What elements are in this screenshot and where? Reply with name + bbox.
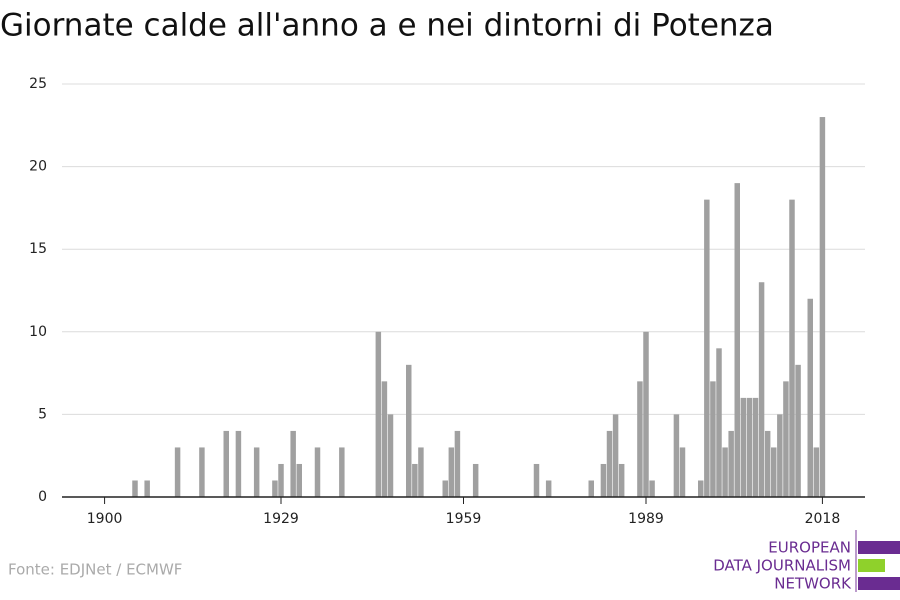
bar bbox=[375, 331, 382, 497]
bar bbox=[606, 430, 613, 497]
bar bbox=[314, 447, 321, 497]
bar bbox=[771, 447, 777, 497]
bar bbox=[752, 397, 759, 497]
bar bbox=[740, 397, 747, 497]
bar bbox=[813, 447, 820, 497]
bar bbox=[734, 183, 740, 497]
bar bbox=[643, 331, 649, 497]
bar bbox=[533, 463, 540, 497]
logo-bar bbox=[858, 559, 885, 572]
bar bbox=[807, 298, 813, 497]
logo-bar bbox=[858, 541, 900, 554]
chart-title: Giornate calde all'anno a e nei dintorni… bbox=[0, 8, 774, 44]
bar bbox=[758, 282, 765, 497]
y-tick-label: 15 bbox=[29, 241, 47, 257]
y-tick-label: 20 bbox=[29, 159, 47, 175]
logo-text: DATA JOURNALISM bbox=[713, 557, 851, 575]
bar bbox=[418, 447, 424, 497]
bar bbox=[673, 414, 680, 497]
bar bbox=[272, 480, 278, 497]
bar bbox=[764, 430, 771, 497]
bar bbox=[278, 463, 284, 497]
bar bbox=[600, 463, 607, 497]
source: Fonte: EDJNet / ECMWF bbox=[8, 561, 182, 579]
bar bbox=[199, 447, 205, 497]
bar bbox=[442, 480, 448, 497]
bar bbox=[296, 463, 302, 497]
bar bbox=[339, 447, 345, 497]
bar bbox=[716, 348, 722, 497]
bar bbox=[637, 381, 643, 497]
bar bbox=[387, 414, 394, 497]
bar bbox=[795, 364, 801, 497]
bar bbox=[819, 117, 826, 497]
y-tick-label: 10 bbox=[29, 324, 47, 340]
bar bbox=[144, 480, 150, 497]
bar bbox=[406, 364, 412, 497]
bar bbox=[253, 447, 260, 497]
bar bbox=[454, 430, 461, 497]
logo-text: NETWORK bbox=[774, 575, 852, 593]
bar bbox=[649, 480, 655, 497]
bar bbox=[728, 430, 734, 497]
bar bbox=[710, 381, 716, 497]
y-tick-label: 0 bbox=[38, 489, 47, 505]
bar bbox=[290, 430, 296, 497]
bar bbox=[132, 480, 138, 497]
bar bbox=[777, 414, 783, 497]
bar bbox=[612, 414, 619, 497]
bar bbox=[381, 381, 388, 497]
bar bbox=[448, 447, 455, 497]
bar bbox=[618, 463, 625, 497]
y-tick-label: 5 bbox=[38, 406, 47, 422]
x-tick-label: 1989 bbox=[628, 511, 664, 527]
bar bbox=[746, 397, 753, 497]
bar bbox=[412, 463, 418, 497]
bar bbox=[472, 463, 479, 497]
bar bbox=[174, 447, 181, 497]
bar bbox=[698, 480, 704, 497]
bar bbox=[588, 480, 594, 497]
bar bbox=[783, 381, 789, 497]
x-tick-label: 1959 bbox=[446, 511, 482, 527]
bar bbox=[722, 447, 728, 497]
x-tick-label: 2018 bbox=[805, 511, 841, 527]
logo-text: EUROPEAN bbox=[768, 539, 851, 557]
bar bbox=[235, 430, 242, 497]
x-tick-label: 1900 bbox=[87, 511, 123, 527]
y-tick-label: 25 bbox=[29, 76, 47, 92]
logo: EUROPEAN DATA JOURNALISM NETWORK bbox=[713, 530, 900, 593]
x-tick-label: 1929 bbox=[263, 511, 299, 527]
bar bbox=[679, 447, 686, 497]
bar bbox=[789, 199, 795, 497]
bar bbox=[704, 199, 710, 497]
logo-bar bbox=[858, 577, 900, 590]
bar bbox=[545, 480, 552, 497]
bar bbox=[223, 430, 229, 497]
